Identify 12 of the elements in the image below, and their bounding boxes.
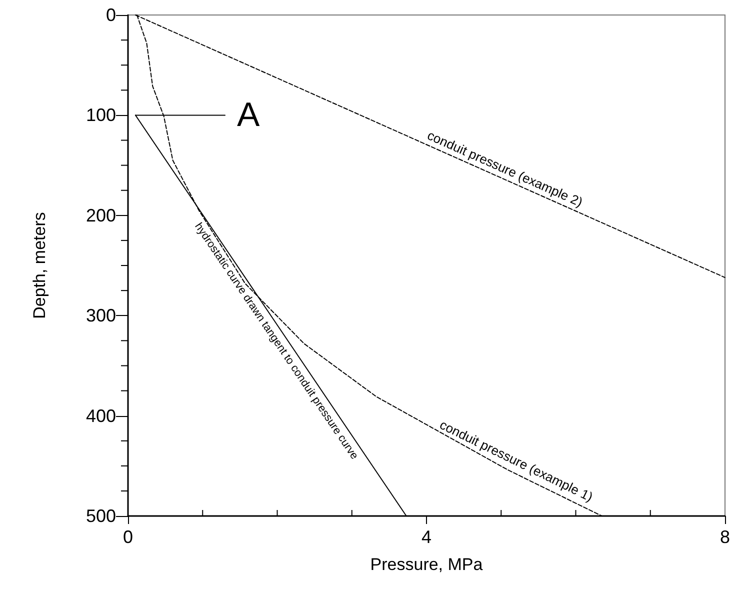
x-axis-title: Pressure, MPa <box>370 555 484 574</box>
x-tick-label: 0 <box>122 527 134 547</box>
x-tick-label: 8 <box>720 527 730 547</box>
y-tick-label: 300 <box>86 306 116 326</box>
y-axis-title: Depth, meters <box>30 212 49 319</box>
y-tick-label: 100 <box>86 105 116 126</box>
y-tick-label: 200 <box>86 205 116 226</box>
y-tick-label: 500 <box>86 506 116 526</box>
annotation: A <box>237 96 260 134</box>
y-tick-label: 0 <box>106 5 116 25</box>
y-tick-label: 400 <box>86 406 116 426</box>
x-tick-label: 4 <box>421 527 432 547</box>
